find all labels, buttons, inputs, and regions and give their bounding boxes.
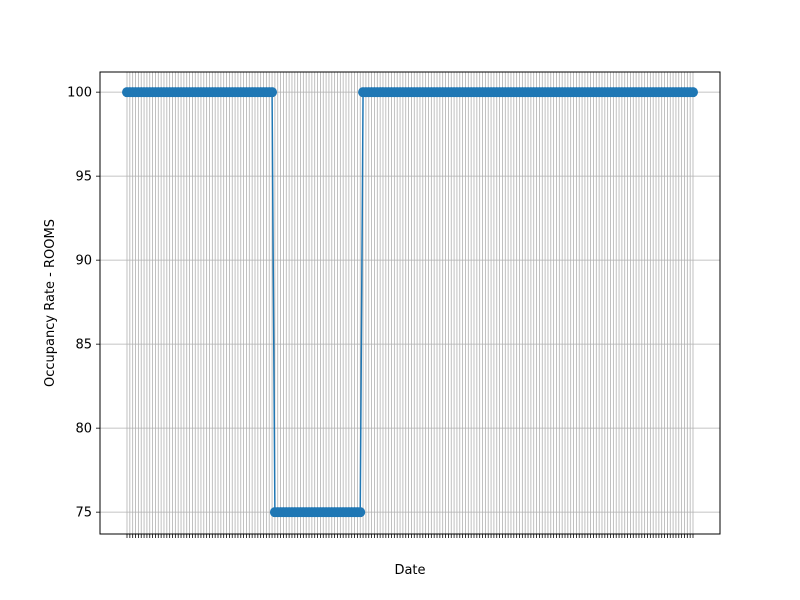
y-tick-label: 90	[75, 254, 92, 269]
x-axis-ticks	[126, 534, 694, 538]
x-gridlines	[126, 72, 694, 534]
y-gridlines	[100, 91, 720, 513]
data-point	[267, 87, 278, 98]
y-tick-label: 80	[75, 422, 92, 437]
y-axis-label: Occupancy Rate - ROOMS	[43, 219, 58, 387]
y-tick-label: 75	[75, 506, 92, 521]
y-tick-label: 95	[75, 170, 92, 185]
y-tick-label: 100	[67, 86, 92, 101]
plot-area-frame	[99, 71, 721, 535]
y-axis-ticks: 75 80 85 90 95 100	[67, 86, 100, 521]
x-axis-label: Date	[394, 563, 425, 578]
series-occupancy	[122, 87, 698, 518]
y-tick-label: 85	[75, 338, 92, 353]
data-point	[688, 87, 698, 98]
data-point	[355, 507, 366, 518]
series-line	[127, 91, 693, 513]
